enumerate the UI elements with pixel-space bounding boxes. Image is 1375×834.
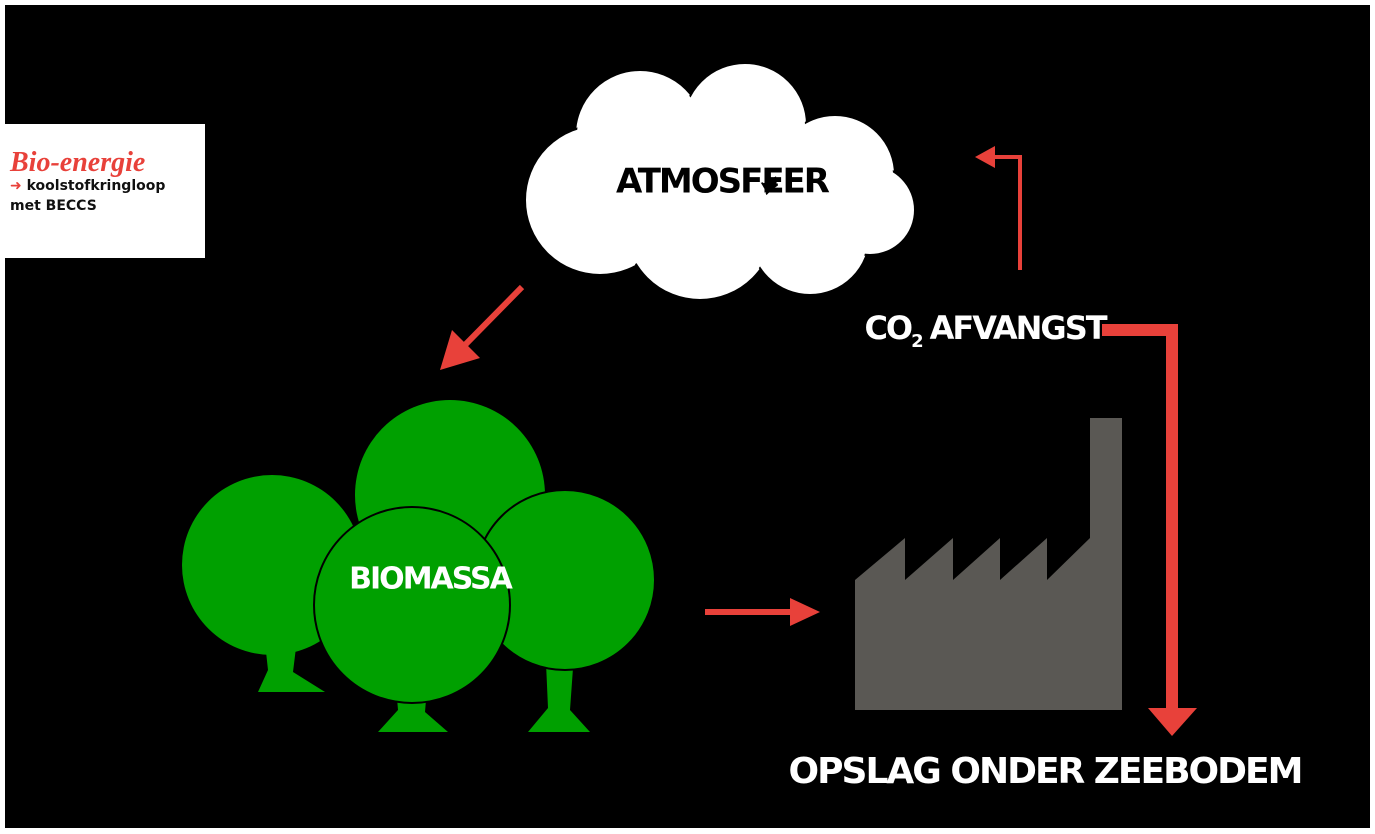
label-subscript: 2 — [911, 331, 922, 352]
legend-subtitle: ➜ koolstofkringloop — [10, 176, 205, 196]
page: ATMOSFEER BIOMASSA CO2 AFVANGST OPSLAG ON… — [0, 0, 1375, 834]
subtitle-text: koolstofkringloop — [27, 178, 166, 194]
label-part: CO — [864, 309, 911, 347]
node-label: OPSLAG ONDER ZEEBODEM — [789, 751, 1302, 792]
node-label: BIOMASSA — [349, 562, 513, 597]
legend-subtitle: met BECCS — [10, 196, 205, 216]
legend-box: Bio-energie ➜ koolstofkringloop met BECC… — [0, 124, 205, 258]
arrow-icon: ➜ — [10, 178, 22, 194]
node-label: CO2 AFVANGST — [864, 309, 1107, 352]
label-part: AFVANGST — [930, 309, 1108, 347]
node-label: ATMOSFEER — [616, 162, 830, 202]
diagram: ATMOSFEER BIOMASSA CO2 AFVANGST OPSLAG ON… — [0, 0, 1375, 834]
legend-title: Bio-energie — [10, 150, 205, 176]
